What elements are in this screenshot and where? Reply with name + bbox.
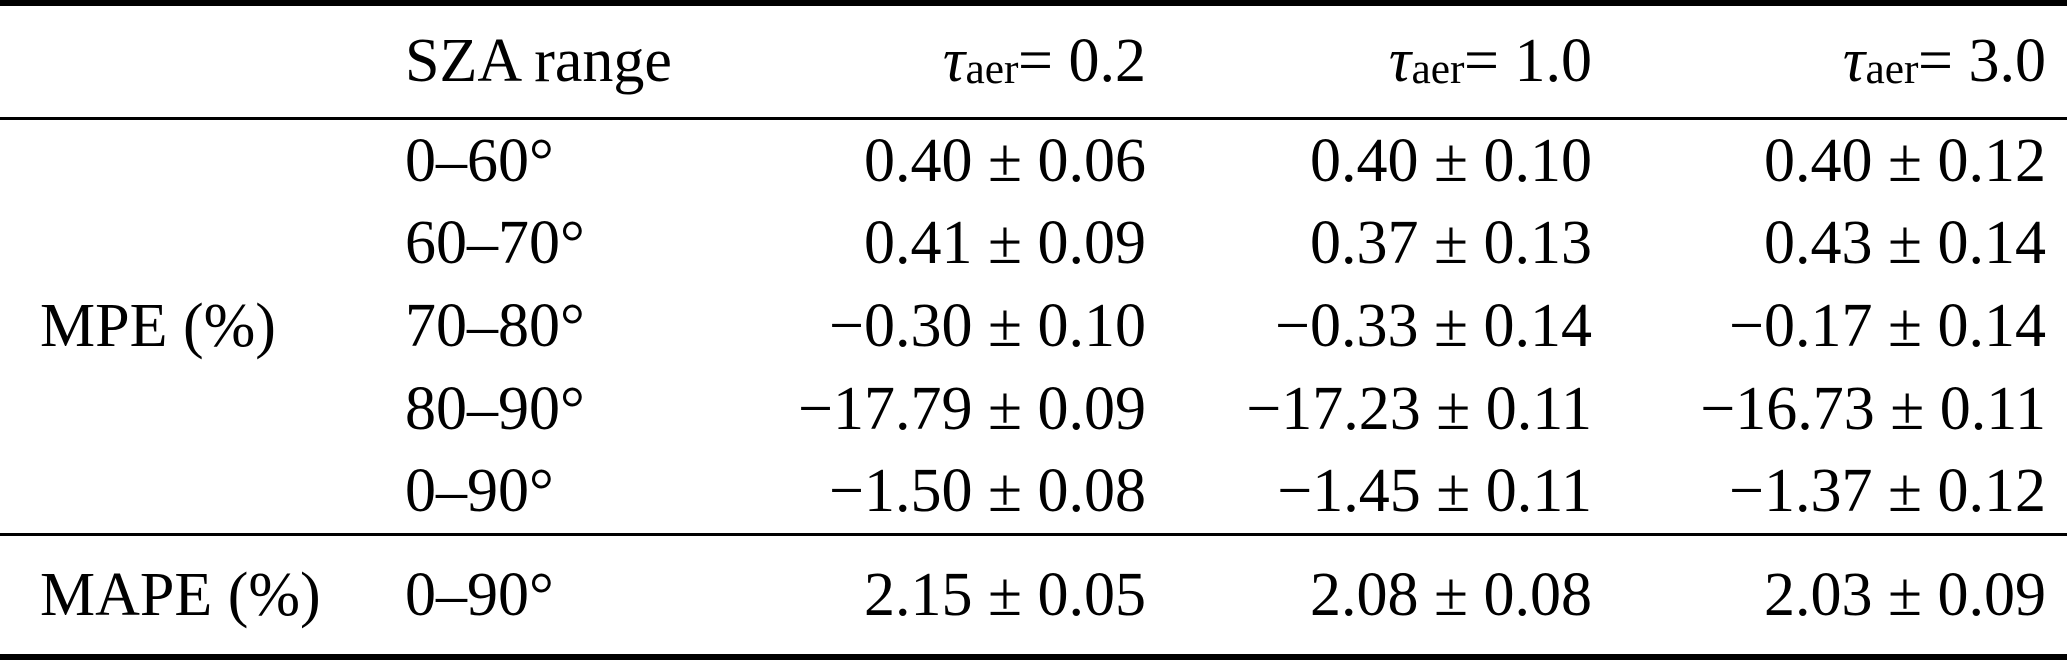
mape-group-label: MAPE (%)	[40, 560, 321, 629]
sza-cell: 0–90°	[405, 457, 554, 526]
value-cell: −16.73 ± 0.11	[1700, 374, 2046, 443]
value-cell: −17.23 ± 0.11	[1246, 374, 1592, 443]
value-cell: 0.37 ± 0.13	[1309, 209, 1592, 278]
value-cell: −0.30 ± 0.10	[829, 291, 1146, 360]
tau-value: = 0.2	[1018, 27, 1146, 95]
value-cell: −1.45 ± 0.11	[1277, 457, 1592, 526]
tau-symbol: τ	[1842, 27, 1866, 95]
sza-cell: 70–80°	[405, 291, 585, 360]
value-cell: 0.40 ± 0.06	[863, 126, 1146, 195]
table-header-row: SZA range τ aer = 0.2 τ aer = 1.0 τ aer = 3…	[0, 6, 2067, 117]
table-top-rule	[0, 0, 2067, 6]
tau-value: = 3.0	[1918, 27, 2046, 95]
sza-cell: 60–70°	[405, 209, 585, 278]
value-cell: −0.17 ± 0.14	[1729, 291, 2046, 360]
mape-separator-rule	[0, 533, 2067, 536]
mpe-group-label: MPE (%)	[40, 292, 276, 360]
value-cell: 2.08 ± 0.08	[1309, 560, 1592, 629]
header-separator-rule	[0, 117, 2067, 120]
value-cell: 2.03 ± 0.09	[1763, 560, 2046, 629]
tau-symbol: τ	[942, 27, 966, 95]
header-tau-3-0: τ aer = 3.0	[1842, 27, 2046, 95]
value-cell: 0.40 ± 0.12	[1763, 126, 2046, 195]
value-cell: 0.43 ± 0.14	[1763, 209, 2046, 278]
tau-value: = 1.0	[1464, 27, 1592, 95]
sza-cell: 80–90°	[405, 374, 585, 443]
header-tau-1-0: τ aer = 1.0	[1388, 27, 1592, 95]
tau-symbol: τ	[1388, 27, 1412, 95]
mape-row: MAPE (%) 0–90° 2.15 ± 0.05 2.08 ± 0.08 2…	[0, 536, 2067, 654]
value-cell: −0.33 ± 0.14	[1275, 291, 1592, 360]
sza-cell: 0–90°	[405, 560, 554, 629]
value-cell: 0.40 ± 0.10	[1309, 126, 1592, 195]
table-bottom-rule	[0, 654, 2067, 660]
value-cell: −17.79 ± 0.09	[798, 374, 1146, 443]
value-cell: 2.15 ± 0.05	[863, 560, 1146, 629]
sza-cell: 0–60°	[405, 126, 554, 195]
header-tau-0-2: τ aer = 0.2	[942, 27, 1146, 95]
header-sza-range: SZA range	[405, 27, 672, 95]
mpe-section: MPE (%) 0–60° 0.40 ± 0.06 0.40 ± 0.10 0.…	[0, 120, 2067, 533]
value-cell: −1.50 ± 0.08	[829, 457, 1146, 526]
mpe-rows-grid: 0–60° 0.40 ± 0.06 0.40 ± 0.10 0.40 ± 0.1…	[405, 120, 2067, 533]
header-empty-cell	[0, 6, 405, 117]
value-cell: −1.37 ± 0.12	[1729, 457, 2046, 526]
value-cell: 0.41 ± 0.09	[863, 209, 1146, 278]
